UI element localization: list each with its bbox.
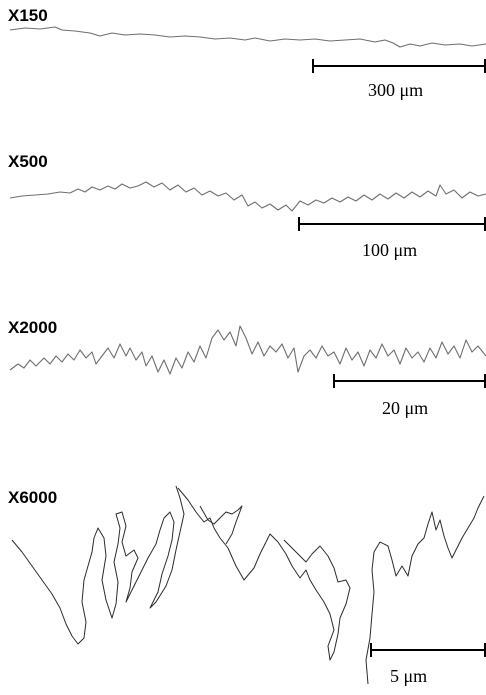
magnification-label: X6000: [8, 488, 58, 507]
scale-bar-label: 20 μm: [382, 398, 429, 418]
panel-x500: X500 100 μm: [0, 148, 486, 273]
panel-x6000: X6000 5 μm: [0, 484, 486, 695]
surface-profile: [9, 181, 486, 231]
scale-bar-label: 300 μm: [368, 80, 424, 100]
magnification-label: X150: [8, 6, 48, 25]
panel-x2000: X2000 20 μm: [0, 312, 486, 430]
magnification-label: X2000: [8, 318, 58, 337]
panel-x150: X150 300 μm: [0, 0, 486, 120]
surface-profile: [11, 485, 486, 685]
surface-profile: [9, 26, 486, 73]
scale-bar-label: 100 μm: [362, 240, 418, 260]
surface-profile: [9, 325, 486, 388]
scale-bar-label: 5 μm: [390, 666, 428, 686]
magnification-label: X500: [8, 152, 48, 171]
